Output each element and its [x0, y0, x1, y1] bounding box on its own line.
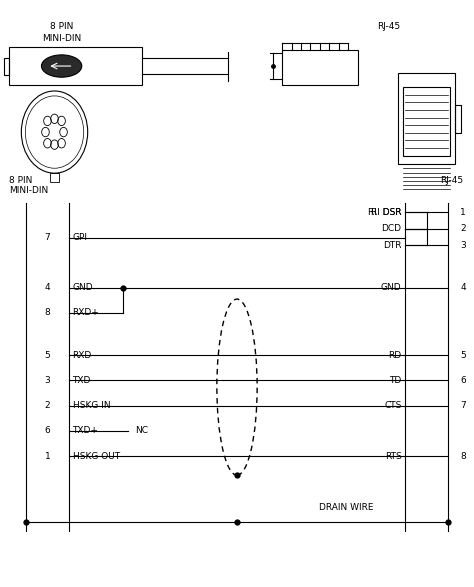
Bar — [398, 73, 455, 164]
Bar — [282, 50, 358, 85]
Text: 4: 4 — [45, 283, 50, 292]
Text: TXD: TXD — [73, 376, 91, 385]
Text: RJ-45: RJ-45 — [440, 176, 464, 185]
Text: 1: 1 — [460, 208, 466, 217]
Text: MINI-DIN: MINI-DIN — [9, 186, 49, 195]
Text: 7: 7 — [460, 401, 466, 410]
Text: 3: 3 — [45, 376, 50, 385]
Text: RXD+: RXD+ — [73, 308, 99, 318]
Bar — [9, 47, 142, 85]
Text: NC: NC — [135, 426, 148, 436]
Text: RXD−: RXD− — [73, 350, 99, 360]
Text: RI DSR: RI DSR — [371, 208, 401, 217]
Text: MINI-DIN: MINI-DIN — [42, 33, 81, 43]
Text: 4: 4 — [460, 283, 466, 292]
Text: 2: 2 — [460, 224, 466, 234]
Text: GND: GND — [73, 283, 93, 292]
Text: 2: 2 — [45, 401, 50, 410]
Ellipse shape — [42, 55, 82, 77]
Text: RJ-45: RJ-45 — [377, 22, 400, 31]
Text: DCD: DCD — [382, 224, 401, 234]
Text: TD: TD — [389, 376, 401, 385]
Text: 1: 1 — [45, 451, 50, 461]
Bar — [403, 87, 450, 156]
Bar — [455, 105, 461, 133]
Text: RD: RD — [388, 350, 401, 360]
Text: HSKG IN: HSKG IN — [73, 401, 110, 410]
Text: 5: 5 — [45, 350, 50, 360]
Text: HSKG OUT: HSKG OUT — [73, 451, 119, 461]
Text: GND: GND — [381, 283, 401, 292]
Text: 8 PIN: 8 PIN — [9, 176, 33, 185]
Text: GPI: GPI — [73, 233, 88, 242]
Text: DRAIN WIRE: DRAIN WIRE — [319, 503, 373, 512]
Text: CTS: CTS — [384, 401, 401, 410]
Text: 8: 8 — [460, 451, 466, 461]
Text: 6: 6 — [45, 426, 50, 436]
Text: 3: 3 — [460, 241, 466, 250]
Text: 5: 5 — [460, 350, 466, 360]
Text: 7: 7 — [45, 233, 50, 242]
Bar — [50, 173, 59, 182]
Text: RI  DSR: RI DSR — [368, 208, 401, 217]
Bar — [4, 58, 9, 75]
Text: TXD+: TXD+ — [73, 426, 99, 436]
Text: 8: 8 — [45, 308, 50, 318]
Text: 6: 6 — [460, 376, 466, 385]
Text: 8 PIN: 8 PIN — [50, 22, 73, 31]
Text: DTR: DTR — [383, 241, 401, 250]
Text: RTS: RTS — [385, 451, 401, 461]
